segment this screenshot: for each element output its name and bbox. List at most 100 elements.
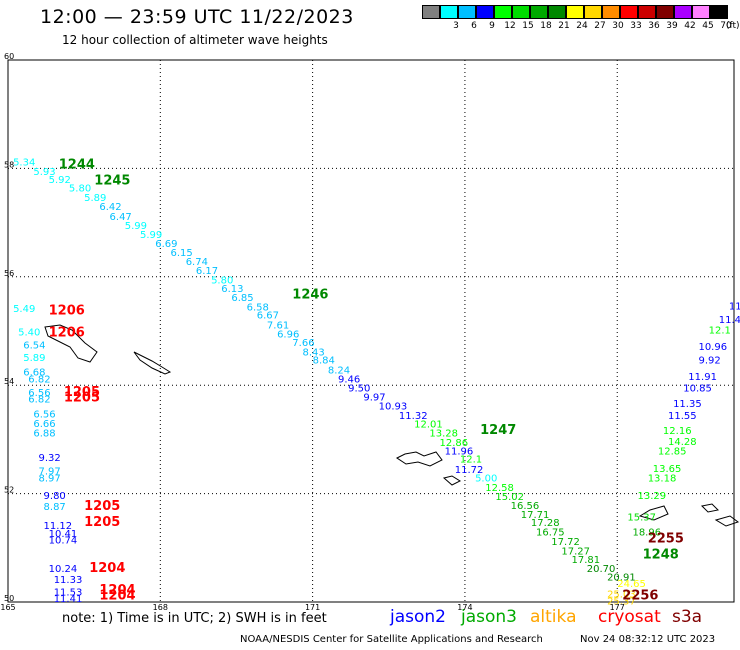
legend-swatch — [476, 5, 494, 19]
footer-credit: NOAA/NESDIS Center for Satellite Applica… — [240, 634, 543, 645]
swh-value: 9.50 — [348, 384, 370, 395]
island-attu — [44, 324, 98, 363]
swh-value: 6.42 — [99, 202, 121, 213]
swh-value: 16.56 — [511, 501, 540, 512]
pass-time-label: 1205 — [84, 499, 120, 514]
swh-value: 7.66 — [292, 338, 314, 349]
swh-value: 8.24 — [328, 365, 350, 376]
y-tick-label: 50 — [4, 594, 14, 603]
swh-value: 9.46 — [338, 374, 360, 385]
swh-value: 17.71 — [521, 510, 550, 521]
legend-swatch-label: 36 — [648, 21, 660, 31]
swh-value: 6.54 — [23, 340, 45, 351]
swh-value: 17.27 — [561, 546, 590, 557]
legend-swatch-label: 6 — [471, 21, 477, 31]
swh-value: 11.53 — [54, 587, 83, 598]
legend-swatch-label: 24 — [576, 21, 588, 31]
y-tick-label: 60 — [4, 52, 14, 61]
swh-value: 8.84 — [313, 356, 335, 367]
swh-value: 5.00 — [475, 474, 497, 485]
swh-value: 25.37 — [607, 597, 636, 608]
swh-value: 6.68 — [23, 367, 45, 378]
pass-time-label: 1205 — [64, 390, 100, 405]
pass-time-label: 1205 — [64, 385, 100, 400]
swh-value: 6.85 — [231, 293, 253, 304]
swh-value: 9.80 — [44, 491, 66, 502]
coastline-islands — [44, 324, 740, 527]
pass-time-labels: 1244124512461247124812061206120512051205… — [49, 157, 684, 603]
legend-swatch-label: 12 — [504, 21, 516, 31]
mission-label: jason2 — [390, 607, 446, 627]
legend-swatch — [710, 5, 728, 19]
legend-swatch-label: 21 — [558, 21, 570, 31]
swh-value: 5.89 — [84, 193, 106, 204]
swh-value: 6.56 — [28, 388, 50, 399]
swh-value: 6.88 — [33, 429, 55, 440]
swh-value: 11.55 — [668, 411, 697, 422]
swh-value: 7.97 — [38, 467, 60, 478]
pass-time-label: 1245 — [94, 174, 130, 189]
swh-value: 25.03 — [607, 590, 636, 601]
swh-value: 11. — [729, 301, 740, 312]
map-title: 12:00 — 23:59 UTC 11/22/2023 — [40, 6, 354, 28]
swh-value: 11.72 — [455, 465, 484, 476]
mission-label: altika — [530, 607, 577, 627]
legend-swatch — [422, 5, 440, 19]
swh-value: 6.74 — [186, 257, 208, 268]
swh-value: 6.15 — [170, 248, 192, 259]
swh-value: 17.81 — [572, 555, 601, 566]
swh-value: 20.91 — [607, 572, 636, 583]
swh-value: 15.37 — [627, 513, 656, 524]
swh-value: 6.82 — [28, 374, 50, 385]
pass-time-label: 1205 — [84, 515, 120, 530]
legend-swatch-label: 3 — [453, 21, 459, 31]
swh-value: 9.97 — [363, 392, 385, 403]
map-grid — [7, 59, 735, 603]
mission-label: jason3 — [461, 607, 517, 627]
swh-value: 5.89 — [23, 353, 45, 364]
legend-swatch — [512, 5, 530, 19]
swh-value: 16.75 — [536, 527, 565, 538]
y-tick-label: 52 — [4, 486, 14, 495]
pass-time-label: 2256 — [622, 588, 658, 603]
swh-value: 5.93 — [33, 167, 55, 178]
swh-value: 5.34 — [13, 158, 35, 169]
y-tick-label: 56 — [4, 269, 14, 278]
pass-time-label: 1204 — [89, 561, 125, 576]
swh-value: 6.58 — [247, 302, 269, 313]
legend-swatch-label: 45 — [702, 21, 714, 31]
island-small-3 — [700, 503, 720, 513]
swh-value-labels: 5.345.935.925.805.896.426.475.995.996.69… — [13, 158, 740, 608]
legend-swatch — [566, 5, 584, 19]
swh-value: 5.80 — [211, 275, 233, 286]
pass-time-label: 1246 — [292, 287, 328, 302]
legend-swatch-label: 18 — [540, 21, 552, 31]
legend-unit: (ft) — [726, 21, 740, 31]
swh-value: 10.41 — [49, 529, 78, 540]
swh-value: 10.74 — [49, 535, 78, 546]
swh-value: 12.16 — [663, 426, 692, 437]
swh-value: 12.1 — [460, 455, 482, 466]
swh-value: 6.69 — [155, 239, 177, 250]
swh-value: 7.61 — [267, 320, 289, 331]
x-tick-label: 171 — [305, 603, 320, 612]
x-tick-label: 168 — [153, 603, 168, 612]
legend-swatch — [620, 5, 638, 19]
legend-swatch-label: 30 — [612, 21, 624, 31]
legend-swatch-label: 42 — [684, 21, 696, 31]
swh-value: 8.97 — [38, 474, 60, 485]
island-small-4 — [714, 515, 740, 527]
swh-value: 5.92 — [49, 175, 71, 186]
swh-value: 9.32 — [38, 453, 60, 464]
legend-swatch — [530, 5, 548, 19]
swh-value: 12.86 — [440, 438, 469, 449]
swh-value: 9.92 — [698, 356, 720, 367]
swh-value: 10.96 — [698, 342, 727, 353]
swh-value: 5.49 — [13, 304, 35, 315]
swh-value: 20.70 — [587, 564, 616, 575]
map-frame — [7, 59, 735, 603]
pass-time-label: 1204 — [99, 583, 135, 598]
legend-swatch — [602, 5, 620, 19]
swh-value: 6.56 — [33, 410, 55, 421]
swh-value: 12.01 — [414, 419, 443, 430]
